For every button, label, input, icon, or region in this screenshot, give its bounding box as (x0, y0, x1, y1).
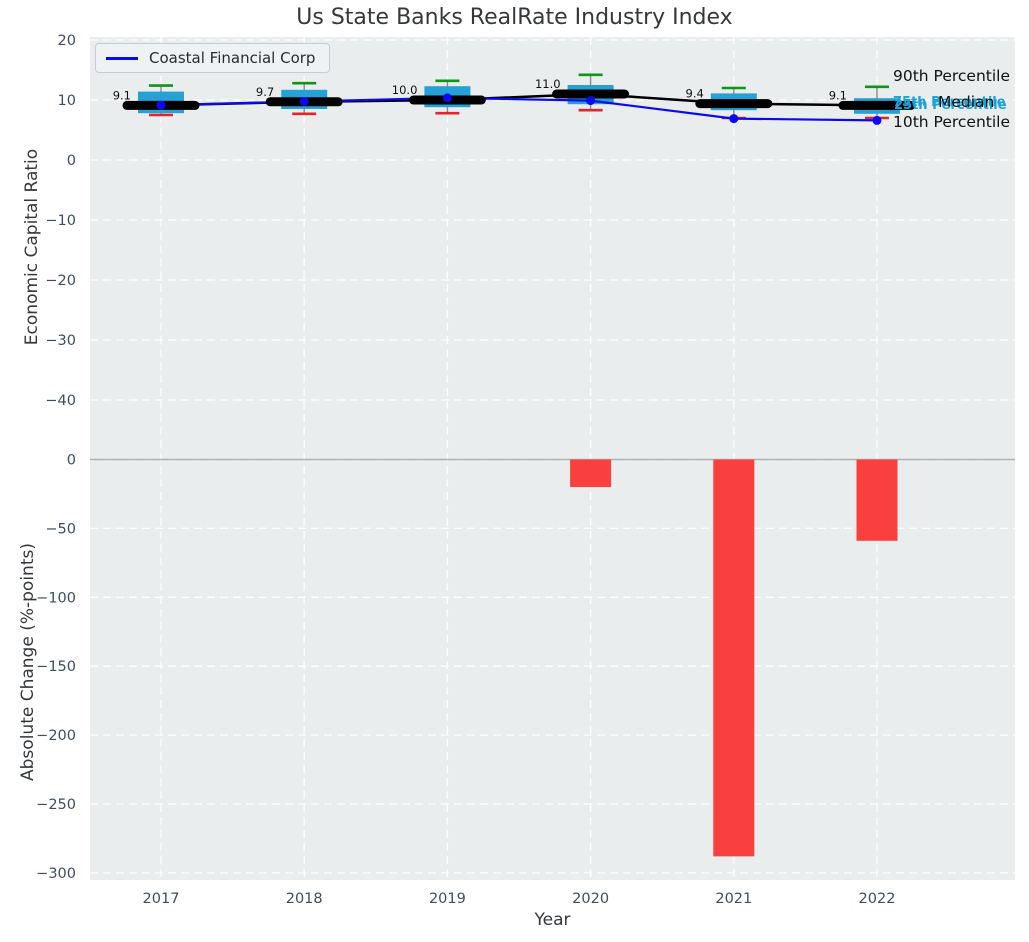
x-tick-label: 2020 (572, 891, 609, 907)
company-marker (586, 96, 596, 106)
y-tick-label: −150 (36, 659, 76, 675)
x-tick-label: 2022 (859, 891, 896, 907)
company-marker (442, 93, 452, 103)
median-value-label: 9.4 (686, 87, 704, 101)
y-tick-label: −200 (36, 728, 76, 744)
x-tick-label: 2018 (286, 891, 323, 907)
y-tick-label: −300 (36, 866, 76, 882)
median-value-label: 10.0 (392, 83, 418, 97)
change-bar (713, 459, 755, 857)
chart-title: Us State Banks RealRate Industry Index (296, 5, 733, 30)
median-value-label: 9.7 (256, 85, 274, 99)
company-marker (299, 97, 309, 106)
company-marker (872, 115, 882, 125)
company-marker (729, 114, 739, 124)
x-tick-label: 2017 (143, 891, 180, 907)
y-tick-label: 0 (67, 153, 76, 169)
legend-line-swatch (106, 56, 138, 60)
annotation-10th-percentile: 10th Percentile (893, 113, 1011, 131)
annotation-90th-percentile: 90th Percentile (893, 67, 1011, 85)
median-value-label: 9.1 (113, 88, 131, 102)
y-tick-label: −100 (36, 590, 76, 606)
y-tick-label: −20 (45, 273, 76, 289)
legend-label: Coastal Financial Corp (149, 49, 316, 67)
annotation-75th-percentile: 75th Percentile (893, 95, 1006, 110)
plot-background (90, 37, 1015, 880)
y-axis-label-bottom: Absolute Change (%-points) (18, 543, 38, 781)
y-tick-label: −50 (45, 521, 76, 537)
y-tick-label: 0 (67, 453, 76, 469)
y-tick-label: −10 (45, 213, 76, 229)
x-tick-label: 2019 (429, 891, 466, 907)
y-tick-label: −250 (36, 797, 76, 813)
y-tick-label: 10 (58, 93, 76, 109)
legend: Coastal Financial Corp (95, 43, 331, 73)
y-tick-label: −40 (45, 393, 76, 409)
median-value-label: 9.1 (829, 88, 847, 102)
median-value-label: 11.0 (535, 77, 561, 91)
y-axis-label-top: Economic Capital Ratio (22, 148, 42, 346)
annotation-25th-percentile: 25th Percentile (894, 98, 1007, 113)
x-axis-label: Year (534, 910, 571, 930)
annotation-median: Median (938, 93, 995, 111)
x-tick-label: 2021 (715, 891, 752, 907)
y-tick-label: −30 (45, 333, 76, 349)
change-bar (856, 459, 898, 541)
change-bar (570, 459, 612, 488)
y-tick-label: 20 (58, 33, 76, 49)
company-marker (156, 100, 166, 110)
